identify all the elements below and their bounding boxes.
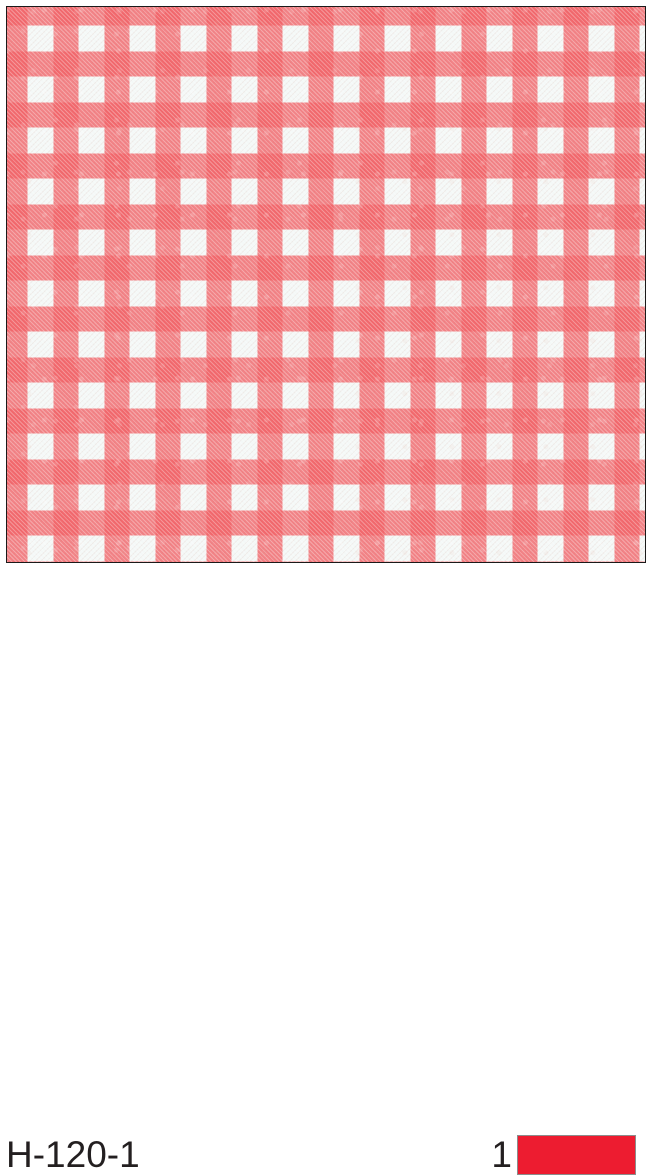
weave-texture-overlay <box>7 7 645 562</box>
colorway-color-chip[interactable] <box>517 1135 636 1175</box>
colorway-group: 1 <box>490 1135 636 1176</box>
colorway-number-label: 1 <box>491 1134 512 1175</box>
fabric-code-label: H-120-1 <box>6 1134 140 1175</box>
gingham-pattern <box>7 7 645 562</box>
swatch-page: H-120-1 1 <box>0 6 650 1175</box>
caption-bar: H-120-1 1 <box>0 563 650 1175</box>
fabric-swatch-image <box>6 6 646 563</box>
cloth-grain-overlay <box>7 7 645 562</box>
